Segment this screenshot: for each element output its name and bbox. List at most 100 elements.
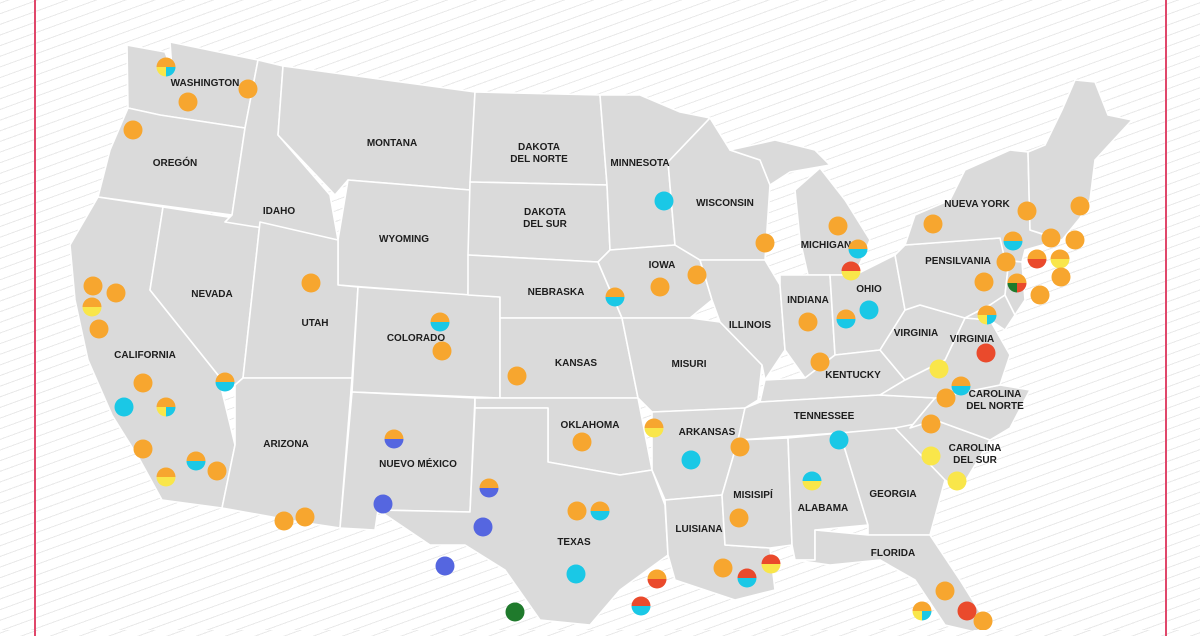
- marker-ca-9[interactable]: [186, 451, 206, 471]
- marker-tx-8[interactable]: [647, 569, 667, 589]
- marker-ca-7[interactable]: [156, 397, 176, 417]
- marker-co-1[interactable]: [430, 312, 450, 332]
- marker-nm-2[interactable]: [373, 494, 393, 514]
- marker-ne-us-6[interactable]: [1027, 249, 1047, 269]
- marker-ok-1[interactable]: [572, 432, 592, 452]
- marker-fl-1[interactable]: [935, 581, 955, 601]
- marker-ca-4[interactable]: [89, 319, 109, 339]
- marker-fl-2[interactable]: [912, 601, 932, 621]
- marker-nc-2[interactable]: [936, 388, 956, 408]
- marker-slice: [951, 386, 971, 396]
- marker-mi-1[interactable]: [828, 216, 848, 236]
- marker-tx-6[interactable]: [590, 501, 610, 521]
- marker-slice: [156, 67, 166, 77]
- marker-co-2[interactable]: [432, 341, 452, 361]
- marker-ok-2[interactable]: [644, 418, 664, 438]
- marker-tx-2[interactable]: [473, 517, 493, 537]
- marker-va-1[interactable]: [976, 343, 996, 363]
- marker-al-1[interactable]: [761, 554, 781, 574]
- marker-ia-1[interactable]: [650, 277, 670, 297]
- state-new-england[interactable]: [1027, 79, 1133, 241]
- marker-nv-1[interactable]: [215, 372, 235, 392]
- marker-ut-1[interactable]: [301, 273, 321, 293]
- marker-pa-3[interactable]: [1030, 285, 1050, 305]
- marker-slice: [729, 508, 749, 528]
- state-texas[interactable]: [377, 407, 669, 626]
- state-north-dakota[interactable]: [469, 91, 608, 186]
- marker-md-1[interactable]: [977, 305, 997, 325]
- marker-slice: [730, 437, 750, 457]
- marker-ca-12[interactable]: [274, 511, 294, 531]
- marker-or-1[interactable]: [123, 120, 143, 140]
- marker-tx-9[interactable]: [631, 596, 651, 616]
- marker-ne-us-8[interactable]: [1051, 267, 1071, 287]
- marker-ca-6[interactable]: [114, 397, 134, 417]
- marker-wa-3[interactable]: [238, 79, 258, 99]
- marker-ca-1[interactable]: [83, 276, 103, 296]
- marker-tx-3[interactable]: [435, 556, 455, 576]
- marker-nm-1[interactable]: [384, 429, 404, 449]
- marker-ky-1[interactable]: [810, 352, 830, 372]
- marker-ca-3[interactable]: [106, 283, 126, 303]
- marker-oh-1[interactable]: [836, 309, 856, 329]
- marker-pa-1[interactable]: [1007, 273, 1027, 293]
- label-idaho: IDAHO: [263, 206, 295, 217]
- marker-ne-us-1[interactable]: [1070, 196, 1090, 216]
- marker-ne-us-3[interactable]: [1065, 230, 1085, 250]
- marker-ny-1[interactable]: [923, 214, 943, 234]
- marker-nc-1[interactable]: [951, 376, 971, 396]
- marker-wa-2[interactable]: [178, 92, 198, 112]
- marker-la-2[interactable]: [737, 568, 757, 588]
- marker-va-2[interactable]: [929, 359, 949, 379]
- marker-mi-3[interactable]: [841, 261, 861, 281]
- marker-mi-2[interactable]: [848, 239, 868, 259]
- marker-ar-2[interactable]: [730, 437, 750, 457]
- marker-ca-8[interactable]: [133, 439, 153, 459]
- marker-ks-1[interactable]: [507, 366, 527, 386]
- marker-ne-us-7[interactable]: [1050, 249, 1070, 269]
- marker-tn-1[interactable]: [829, 430, 849, 450]
- state-michigan-upper[interactable]: [729, 139, 831, 186]
- marker-wi-1[interactable]: [755, 233, 775, 253]
- state-missouri[interactable]: [621, 317, 763, 413]
- marker-al-2[interactable]: [802, 471, 822, 491]
- marker-mn-1[interactable]: [654, 191, 674, 211]
- marker-tx-5[interactable]: [567, 501, 587, 521]
- marker-ca-10[interactable]: [207, 461, 227, 481]
- marker-ne-us-2[interactable]: [1041, 228, 1061, 248]
- label-washington: WASHINGTON: [171, 78, 240, 89]
- marker-ne-us-5[interactable]: [996, 252, 1016, 272]
- marker-la-1[interactable]: [713, 558, 733, 578]
- marker-ne-us-4[interactable]: [1003, 231, 1023, 251]
- state-arizona[interactable]: [221, 377, 353, 529]
- marker-sc-2[interactable]: [947, 471, 967, 491]
- marker-oh-2[interactable]: [859, 300, 879, 320]
- state-labels-layer: WASHINGTON OREGÓN CALIFORNIA NEVADA IDAH…: [114, 78, 1024, 559]
- marker-slice: [947, 471, 967, 491]
- marker-ne-1[interactable]: [605, 287, 625, 307]
- marker-wa-1[interactable]: [156, 57, 176, 77]
- marker-fl-3[interactable]: [957, 601, 977, 621]
- marker-ca-2[interactable]: [82, 297, 102, 317]
- marker-ny-2[interactable]: [1017, 201, 1037, 221]
- marker-slice: [836, 309, 856, 319]
- marker-sc-1[interactable]: [921, 446, 941, 466]
- marker-slice: [761, 564, 781, 574]
- marker-ms-1[interactable]: [729, 508, 749, 528]
- marker-tx-1[interactable]: [479, 478, 499, 498]
- marker-tx-7[interactable]: [566, 564, 586, 584]
- marker-ar-1[interactable]: [681, 450, 701, 470]
- marker-ca-11[interactable]: [156, 467, 176, 487]
- marker-tx-4[interactable]: [505, 602, 525, 622]
- marker-fl-4[interactable]: [973, 611, 993, 631]
- label-misisipi: MISISIPÍ: [733, 488, 773, 501]
- marker-slice: [841, 271, 861, 281]
- marker-nc-3[interactable]: [921, 414, 941, 434]
- marker-ca-5[interactable]: [133, 373, 153, 393]
- marker-pa-2[interactable]: [974, 272, 994, 292]
- label-utah: UTAH: [301, 318, 328, 329]
- marker-ca-13[interactable]: [295, 507, 315, 527]
- marker-in-1[interactable]: [798, 312, 818, 332]
- marker-slice: [1003, 231, 1023, 241]
- marker-ia-2[interactable]: [687, 265, 707, 285]
